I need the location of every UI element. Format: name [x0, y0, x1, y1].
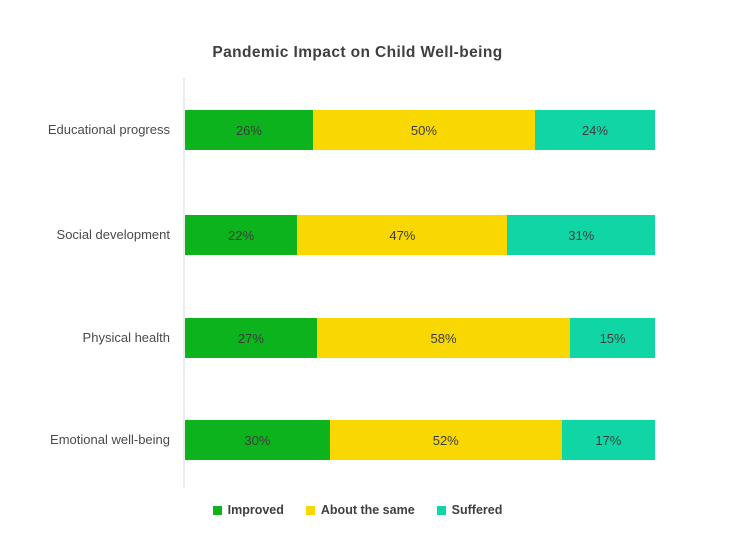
bar-row: Educational progress 26% 50% 24% — [0, 110, 747, 150]
segment-value-label: 52% — [432, 432, 459, 448]
stacked-bar: 27% 58% 15% — [185, 318, 655, 358]
legend-item: About the same — [305, 503, 415, 517]
plot-area: Educational progress 26% 50% 24% Social deve… — [0, 78, 747, 490]
legend-label: Suffered — [451, 503, 503, 517]
bar-segment: 15% — [570, 318, 655, 358]
segment-value-label: 50% — [410, 122, 437, 138]
segment-value-label: 24% — [581, 122, 608, 138]
bar-segment: 31% — [507, 215, 655, 255]
segment-value-label: 58% — [430, 330, 457, 346]
segment-value-label: 47% — [389, 227, 416, 243]
legend-label: About the same — [320, 503, 415, 517]
bar-segment: 26% — [185, 110, 313, 150]
legend-label: Improved — [227, 503, 284, 517]
chart-title: Pandemic Impact on Child Well-being — [212, 44, 503, 61]
bar-segment: 24% — [534, 110, 655, 150]
bar-row: Physical health 27% 58% 15% — [0, 318, 747, 358]
legend-swatch — [305, 505, 315, 515]
bar-segment: 30% — [185, 420, 330, 460]
segment-value-label: 17% — [595, 432, 622, 448]
category-label: Emotional well-being — [50, 432, 170, 447]
legend-item: Suffered — [436, 503, 503, 517]
segment-value-label: 27% — [237, 330, 264, 346]
legend-swatch — [436, 505, 446, 515]
stacked-bar: 26% 50% 24% — [185, 110, 655, 150]
stacked-bar: 22% 47% 31% — [185, 215, 655, 255]
bar-segment: 58% — [316, 318, 571, 358]
segment-value-label: 26% — [235, 122, 262, 138]
bar-row: Social development 22% 47% 31% — [0, 215, 747, 255]
y-axis-line — [183, 78, 185, 488]
stacked-bar: 30% 52% 17% — [185, 420, 655, 460]
bar-segment: 50% — [312, 110, 535, 150]
segment-value-label: 15% — [599, 330, 626, 346]
legend: Improved About the same Suffered — [0, 503, 715, 517]
bar-segment: 22% — [185, 215, 298, 255]
bar-segment: 52% — [329, 420, 562, 460]
bar-segment: 17% — [561, 420, 655, 460]
category-label: Social development — [56, 227, 170, 242]
legend-swatch — [212, 505, 222, 515]
segment-value-label: 31% — [568, 227, 595, 243]
bar-segment: 27% — [185, 318, 317, 358]
legend-item: Improved — [212, 503, 284, 517]
category-label: Educational progress — [47, 122, 170, 137]
segment-value-label: 30% — [244, 432, 271, 448]
bar-segment: 47% — [297, 215, 508, 255]
category-label: Physical health — [82, 330, 170, 345]
segment-value-label: 22% — [228, 227, 255, 243]
bar-row: Emotional well-being 30% 52% 17% — [0, 420, 747, 460]
